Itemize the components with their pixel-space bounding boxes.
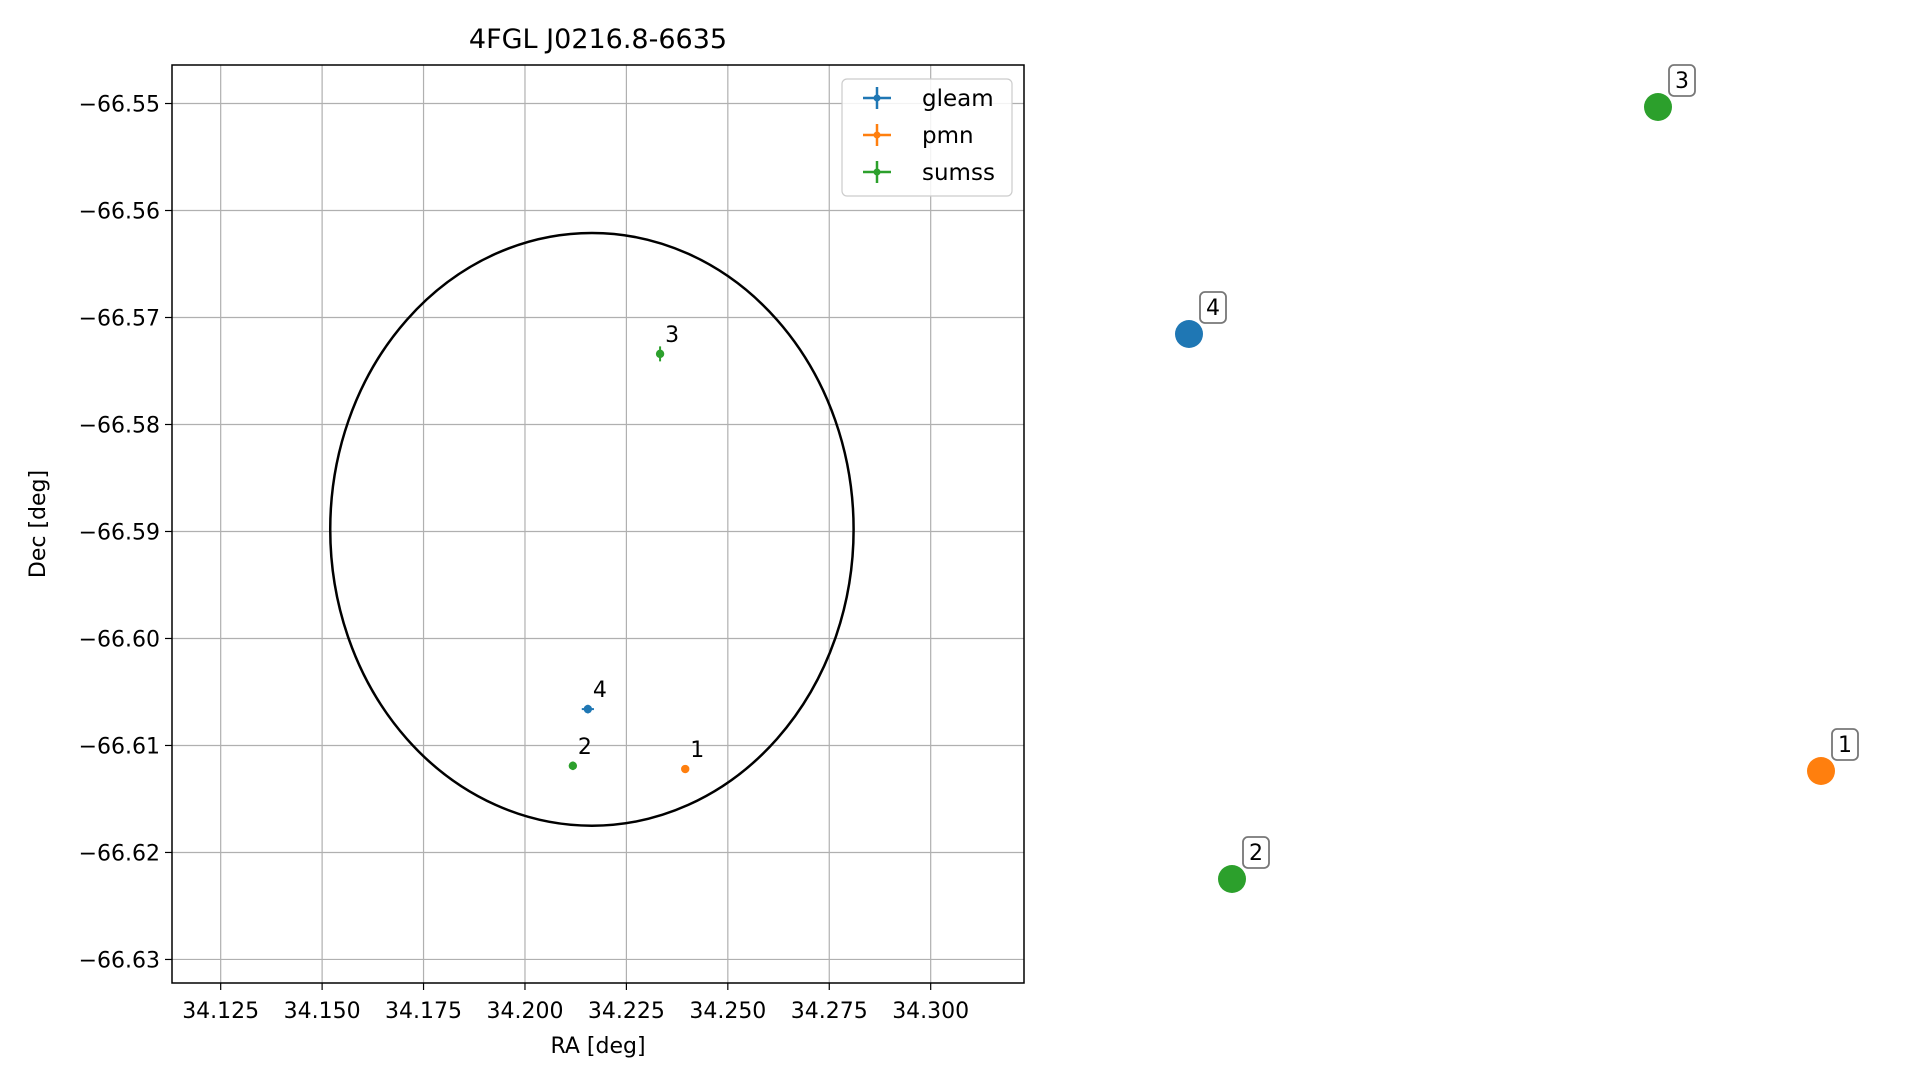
x-tick-label: 34.300 — [892, 999, 969, 1024]
x-axis: 34.125 34.150 34.175 34.200 34.225 34.250 34.2… — [182, 983, 969, 1024]
data-point — [583, 704, 593, 714]
point-label: 4 — [593, 678, 607, 703]
side-marker-dot — [1218, 865, 1246, 893]
side-marker-label-box — [1831, 728, 1859, 761]
y-tick-label: −66.55 — [79, 93, 160, 118]
series-pmn: 1 — [681, 738, 704, 774]
series-gleam: 4 — [581, 678, 607, 714]
x-tick-label: 34.125 — [182, 999, 259, 1024]
side-marker-label: 1 — [1838, 733, 1852, 758]
error-ellipse-layer — [328, 231, 855, 827]
side-marker-dot — [1644, 93, 1672, 121]
data-point — [655, 349, 665, 359]
side-marker-label-box — [1242, 836, 1270, 869]
side-marker-3: 3 — [1644, 64, 1696, 121]
side-marker-4: 4 — [1175, 291, 1227, 348]
y-tick-label: −66.63 — [79, 948, 160, 973]
side-marker-label: 2 — [1249, 841, 1263, 866]
legend-marker — [873, 131, 881, 139]
error-ellipse — [328, 231, 855, 827]
grid — [172, 65, 1024, 983]
side-marker-label: 3 — [1675, 69, 1689, 94]
side-marker-label-box — [1199, 291, 1227, 324]
x-tick-label: 34.200 — [486, 999, 563, 1024]
plot-frame — [171, 64, 1025, 984]
point-label: 2 — [578, 735, 592, 760]
legend-label: pmn — [922, 123, 974, 149]
side-marker-1: 1 — [1807, 728, 1859, 785]
x-tick-label: 34.275 — [791, 999, 868, 1024]
legend-label: gleam — [922, 86, 994, 112]
y-tick-label: −66.60 — [79, 627, 160, 652]
series-sumss: 32 — [568, 323, 679, 771]
legend-entry-sumss: sumss — [863, 160, 995, 186]
legend-marker — [873, 168, 881, 176]
y-tick-label: −66.58 — [79, 413, 160, 438]
point-label: 3 — [665, 323, 679, 348]
x-tick-label: 34.250 — [689, 999, 766, 1024]
legend-entry-gleam: gleam — [863, 86, 994, 112]
y-tick-label: −66.56 — [79, 200, 160, 225]
x-tick-label: 34.175 — [385, 999, 462, 1024]
side-marker-label: 4 — [1206, 296, 1220, 321]
legend: gleam pmn sumss — [841, 78, 1013, 197]
side-marker-dot — [1807, 757, 1835, 785]
y-tick-label: −66.59 — [79, 520, 160, 545]
data-point — [568, 761, 578, 771]
y-tick-label: −66.62 — [79, 841, 160, 866]
x-tick-label: 34.225 — [588, 999, 665, 1024]
side-marker-2: 2 — [1218, 836, 1270, 893]
side-marker-dot — [1175, 320, 1203, 348]
y-axis-label: Dec [deg] — [26, 470, 51, 578]
y-tick-label: −66.57 — [79, 307, 160, 332]
point-label: 1 — [690, 738, 704, 763]
y-tick-label: −66.61 — [79, 734, 160, 759]
x-tick-label: 34.150 — [284, 999, 361, 1024]
y-axis: −66.55 −66.56 −66.57 −66.58 −66.59 −66.60 −66.… — [79, 93, 172, 973]
legend-marker — [873, 94, 881, 102]
legend-entry-pmn: pmn — [863, 123, 974, 149]
side-panel: 3 4 1 2 — [1175, 64, 1859, 893]
side-marker-label-box — [1668, 64, 1696, 97]
legend-label: sumss — [922, 160, 995, 186]
chart-title: 4FGL J0216.8-6635 — [469, 24, 727, 55]
data-point — [681, 764, 690, 774]
legend-box — [841, 78, 1013, 197]
x-axis-label: RA [deg] — [550, 1034, 645, 1059]
